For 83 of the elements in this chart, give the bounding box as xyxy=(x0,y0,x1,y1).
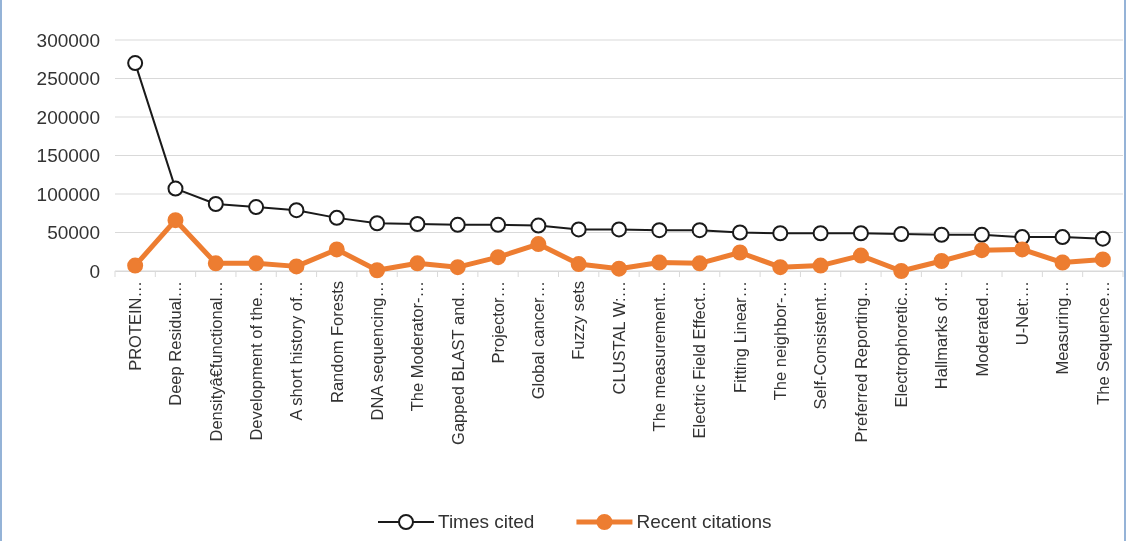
point xyxy=(893,226,910,243)
x-tick-label: U-Net:… xyxy=(1012,281,1031,346)
x-tick-label: The measurement… xyxy=(650,281,669,432)
point xyxy=(248,255,265,272)
point xyxy=(973,226,990,243)
y-tick-label: 0 xyxy=(89,260,100,282)
point xyxy=(409,255,426,272)
point xyxy=(691,255,708,272)
x-tick-label: Global cancer… xyxy=(529,281,548,400)
point xyxy=(328,241,345,258)
y-tick-label: 150000 xyxy=(36,145,100,167)
point xyxy=(530,217,547,234)
point xyxy=(933,226,950,243)
point xyxy=(772,259,789,276)
x-tick-label: Densityâ€functional… xyxy=(206,281,225,442)
point xyxy=(127,257,144,274)
point xyxy=(852,247,869,264)
point xyxy=(127,55,144,72)
point xyxy=(449,259,466,276)
point xyxy=(812,225,829,242)
point xyxy=(973,242,990,259)
point xyxy=(248,199,265,216)
y-tick-label: 300000 xyxy=(36,29,100,51)
point xyxy=(651,254,668,271)
point xyxy=(570,221,587,238)
legend-label: Times cited xyxy=(438,511,535,532)
x-tick-label: Self-Consistent… xyxy=(811,281,830,410)
y-tick-label: 100000 xyxy=(36,183,100,205)
x-tick-label: Electrophoretic… xyxy=(892,281,911,408)
x-tick-label: DNA sequencing… xyxy=(367,281,386,421)
point xyxy=(893,263,910,279)
point xyxy=(1094,251,1111,268)
point xyxy=(651,222,668,239)
point xyxy=(167,212,184,229)
x-tick-label: Deep Residual… xyxy=(166,281,185,406)
point xyxy=(530,236,547,253)
point xyxy=(288,202,305,219)
x-tick-label: Electric Field Effect… xyxy=(690,281,709,439)
x-tick-label: Hallmarks of… xyxy=(932,281,951,390)
point xyxy=(207,196,224,213)
point xyxy=(691,222,708,239)
x-tick-label: Fitting Linear… xyxy=(730,281,749,393)
legend-label: Recent citations xyxy=(636,511,772,532)
x-tick-label: The Sequence… xyxy=(1093,281,1112,405)
x-tick-label: Preferred Reporting… xyxy=(851,281,870,443)
point xyxy=(570,256,587,273)
point xyxy=(731,244,748,261)
x-tick-label: Moderated… xyxy=(972,281,991,377)
point xyxy=(207,255,224,272)
point xyxy=(772,225,789,242)
point xyxy=(1054,229,1071,246)
point xyxy=(409,216,426,233)
x-tick-label: PROTEIN… xyxy=(125,281,144,371)
x-tick-label: Gapped BLAST and… xyxy=(448,281,467,445)
point xyxy=(611,260,627,277)
y-tick-label: 250000 xyxy=(36,68,100,90)
y-tick-label: 200000 xyxy=(36,106,100,128)
x-tick-label: Random Forests xyxy=(327,281,346,403)
x-tick-label: Fuzzy sets xyxy=(569,281,588,360)
point xyxy=(490,216,507,233)
point xyxy=(611,221,627,238)
point xyxy=(933,252,950,269)
point xyxy=(167,180,184,197)
x-tick-label: Development of the… xyxy=(246,281,265,441)
x-tick-label: The Moderator-… xyxy=(408,281,427,412)
point xyxy=(812,257,829,274)
x-tick-label: Measuring… xyxy=(1053,281,1072,375)
x-tick-label: A short history of… xyxy=(287,281,306,421)
point xyxy=(369,215,386,232)
point xyxy=(731,224,748,241)
x-tick-label: The neighbor-… xyxy=(771,281,790,401)
point xyxy=(1054,254,1071,271)
x-tick-label: Projector… xyxy=(488,281,507,364)
point xyxy=(288,258,305,275)
point xyxy=(1014,241,1031,258)
point xyxy=(490,249,507,266)
point xyxy=(1094,230,1111,247)
point xyxy=(852,225,869,242)
point xyxy=(449,216,466,233)
point xyxy=(369,262,386,279)
point xyxy=(328,209,345,226)
x-tick-label: CLUSTAL W:… xyxy=(609,281,628,395)
y-tick-label: 50000 xyxy=(47,222,100,244)
